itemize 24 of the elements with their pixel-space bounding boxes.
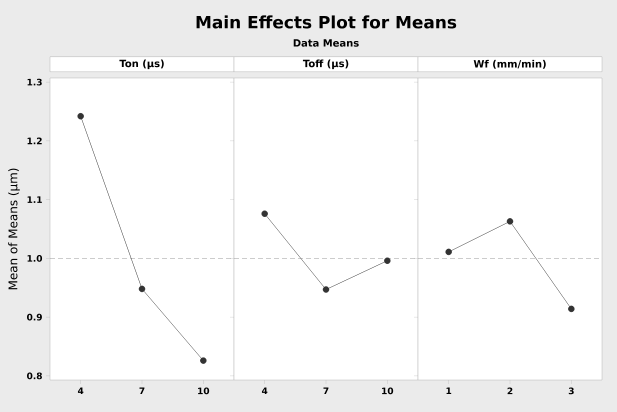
y-tick-label: 0.9 xyxy=(27,314,42,321)
y-tick-label: 1.2 xyxy=(28,138,42,144)
y-tick-label: 1.0 xyxy=(28,254,42,262)
y-tick-label: 1.1 xyxy=(28,196,42,203)
chart-title: Wf (mm/min) xyxy=(474,60,546,69)
chart-title: Ton (µs) xyxy=(119,59,164,70)
point xyxy=(200,357,207,364)
y-tick-label: 0.8 xyxy=(27,372,42,380)
text: Data Means xyxy=(294,39,359,47)
x-tick-label: 10 xyxy=(198,388,210,394)
point xyxy=(77,112,84,120)
y-tick-label: 1.3 xyxy=(28,78,42,86)
y-axis-title: Mean of Means (µm) xyxy=(8,168,20,290)
point xyxy=(138,286,146,292)
x-tick-label: 1 xyxy=(446,388,452,394)
x-tick-label: 2 xyxy=(508,388,512,394)
text: Main Effects Plot for Means xyxy=(196,15,456,29)
x-tick-label: 4 xyxy=(262,388,268,394)
x-tick-label: 4 xyxy=(78,388,84,394)
x-tick-label: 7 xyxy=(139,388,144,394)
x-tick-label: 3 xyxy=(568,388,574,394)
x-tick-label: 7 xyxy=(323,388,328,394)
chart-title: Toff (µs) xyxy=(302,59,348,70)
x-tick-label: 10 xyxy=(382,388,394,394)
